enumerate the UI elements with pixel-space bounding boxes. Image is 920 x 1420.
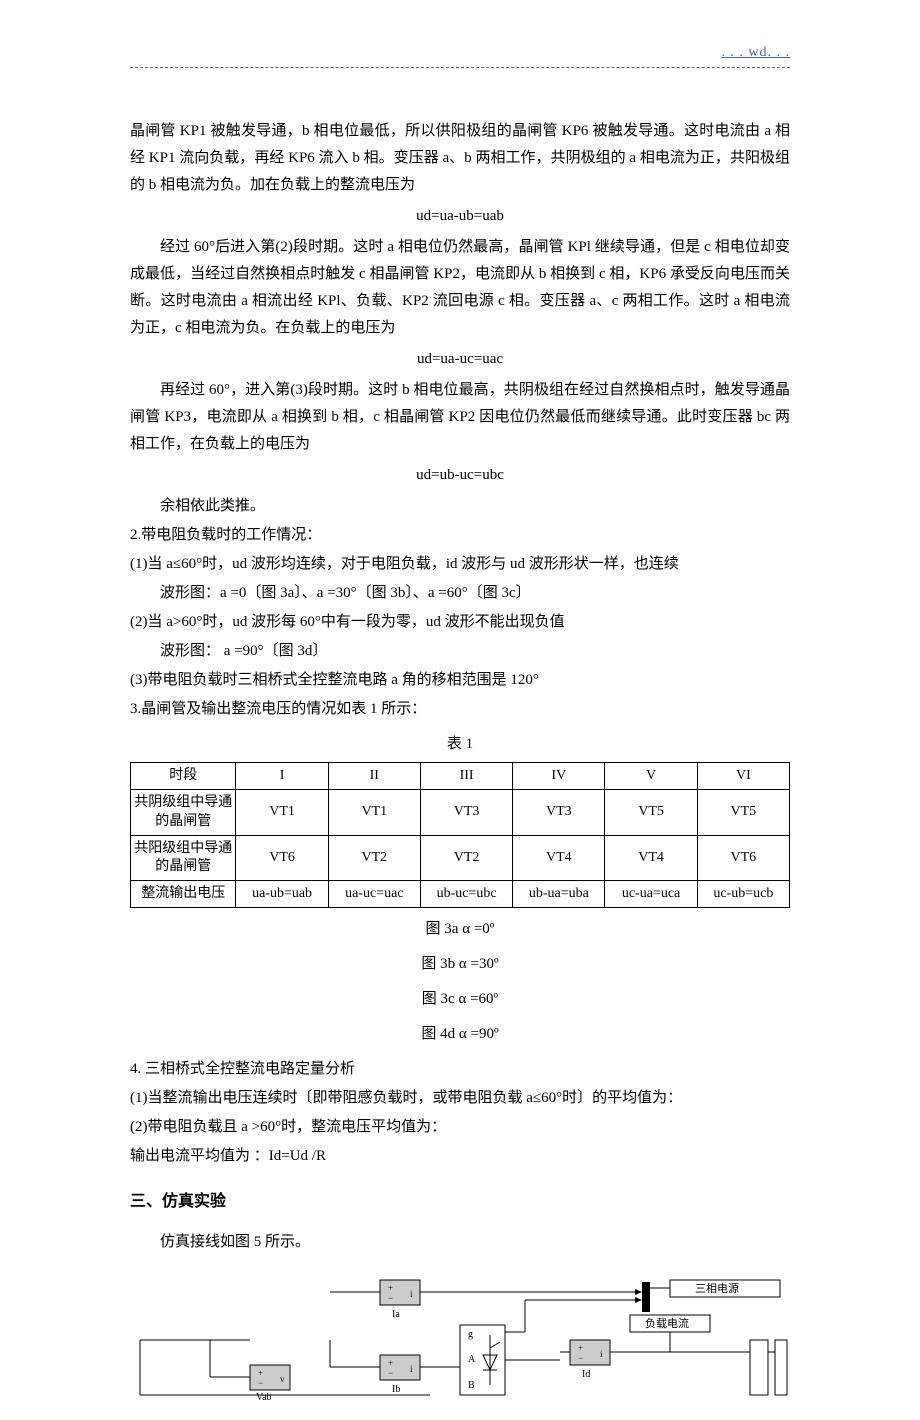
table-cell: VT6: [236, 835, 328, 880]
table-header-cell: I: [236, 763, 328, 790]
s4-item-3: 输出电流平均值为 ：Id=Ud /R: [130, 1143, 790, 1170]
three-phase-label: 三相电源: [695, 1281, 739, 1295]
table-row: 整流输出电压 ua-ub=uab ua-uc=uac ub-uc=ubc ub-…: [131, 881, 790, 908]
table-row: 时段 I II III IV V VI: [131, 763, 790, 790]
table-cell: ub-uc=ubc: [420, 881, 512, 908]
table-cell: VT1: [328, 790, 420, 835]
table-header-cell: V: [605, 763, 697, 790]
s2-item-3: (3)带电阻负载时三相桥式全控整流电路 a 角的移相范围是 120°: [130, 667, 790, 694]
equation-3: ud=ub-uc=ubc: [130, 462, 790, 489]
table-header-cell: VI: [697, 763, 789, 790]
svg-text:−: −: [388, 1368, 393, 1378]
table-cell: ub-ua=uba: [513, 881, 605, 908]
s4-item-1: (1)当整流输出电压连续时〔即带阻感负载时，或带电阻负载 a≤60°时〕的平均值…: [130, 1085, 790, 1112]
equation-1: ud=ua-ub=uab: [130, 203, 790, 230]
id-label: Id: [582, 1369, 590, 1380]
table-cell: VT2: [328, 835, 420, 880]
table-1: 时段 I II III IV V VI 共阴级组中导通的晶闸管 VT1 VT1 …: [130, 762, 790, 908]
table-cell: uc-ub=ucb: [697, 881, 789, 908]
paragraph-4: 余相依此类推。: [130, 493, 790, 520]
table-cell: ua-uc=uac: [328, 881, 420, 908]
svg-text:+: +: [578, 1343, 583, 1353]
s4-item-2: (2)带电阻负载且 a >60°时，整流电压平均值为：: [130, 1114, 790, 1141]
table-1-caption: 表 1: [130, 731, 790, 758]
ib-label: Ib: [392, 1384, 400, 1395]
table-header-cell: III: [420, 763, 512, 790]
b-label: B: [468, 1380, 475, 1391]
paragraph-3: 再经过 60°，进入第(3)段时期。这时 b 相电位最高，共阴极组在经过自然换相…: [130, 377, 790, 458]
circuit-svg: + − v Vab + − i Ia + − i Ib: [130, 1270, 790, 1400]
a-label: A: [468, 1354, 476, 1365]
fig-3c-caption: 图 3c α =60º: [130, 986, 790, 1013]
table-cell: ua-ub=uab: [236, 881, 328, 908]
table-cell: VT4: [513, 835, 605, 880]
table-cell: VT5: [605, 790, 697, 835]
ia-label: Ia: [392, 1309, 400, 1320]
svg-text:+: +: [258, 1368, 263, 1378]
fig-3a-caption: 图 3a α =0º: [130, 916, 790, 943]
figure-captions: 图 3a α =0º 图 3b α =30º 图 3c α =60º 图 4d …: [130, 916, 790, 1048]
table-cell: 共阴级组中导通的晶闸管: [131, 790, 236, 835]
g-label: g: [468, 1329, 473, 1340]
table-cell: uc-ua=uca: [605, 881, 697, 908]
table-header-cell: IV: [513, 763, 605, 790]
table-cell: VT5: [697, 790, 789, 835]
fig-4d-caption: 图 4d α =90º: [130, 1021, 790, 1048]
header-divider: [130, 67, 790, 68]
svg-text:v: v: [280, 1374, 285, 1384]
table-cell: VT6: [697, 835, 789, 880]
table-cell: VT4: [605, 835, 697, 880]
table-header-cell: II: [328, 763, 420, 790]
svg-text:+: +: [388, 1283, 393, 1293]
s2-item-2b: 波形图： a =90°〔图 3d〕: [130, 638, 790, 665]
table-row: 共阳级组中导通的晶闸管 VT6 VT2 VT2 VT4 VT4 VT6: [131, 835, 790, 880]
load-label: 负载电流: [645, 1316, 689, 1330]
table-cell: VT3: [420, 790, 512, 835]
s2-item-1b: 波形图：a =0〔图 3a〕、a =30°〔图 3b〕、a =60°〔图 3c〕: [130, 580, 790, 607]
svg-text:−: −: [258, 1378, 263, 1388]
table-cell: 共阳级组中导通的晶闸管: [131, 835, 236, 880]
table-header-cell: 时段: [131, 763, 236, 790]
document-content: 晶闸管 KP1 被触发导通，b 相电位最低，所以供阳极组的晶闸管 KP6 被触发…: [130, 118, 790, 1400]
section-3-title: 3.晶闸管及输出整流电压的情况如表 1 所示：: [130, 696, 790, 723]
paragraph-2: 经过 60°后进入第(2)段时期。这时 a 相电位仍然最高，晶闸管 KPl 继续…: [130, 234, 790, 342]
s2-item-1: (1)当 a≤60°时，ud 波形均连续，对于电阻负载，id 波形与 ud 波形…: [130, 551, 790, 578]
table-cell: VT1: [236, 790, 328, 835]
svg-text:+: +: [388, 1358, 393, 1368]
section-4-title: 4. 三相桥式全控整流电路定量分析: [130, 1056, 790, 1083]
section-3-simulation-title: 三、仿真实验: [130, 1188, 790, 1217]
s3-paragraph-1: 仿真接线如图 5 所示。: [130, 1229, 790, 1256]
header-link: . . . wd. . .: [130, 40, 790, 65]
fig-3b-caption: 图 3b α =30º: [130, 951, 790, 978]
s2-item-2: (2)当 a>60°时，ud 波形每 60°中有一段为零，ud 波形不能出现负值: [130, 609, 790, 636]
equation-2: ud=ua-uc=uac: [130, 346, 790, 373]
table-cell: 整流输出电压: [131, 881, 236, 908]
vab-label: Vab: [256, 1392, 272, 1400]
circuit-diagram: + − v Vab + − i Ia + − i Ib: [130, 1270, 790, 1400]
svg-text:−: −: [578, 1353, 583, 1363]
table-cell: VT3: [513, 790, 605, 835]
table-cell: VT2: [420, 835, 512, 880]
table-row: 共阴级组中导通的晶闸管 VT1 VT1 VT3 VT3 VT5 VT5: [131, 790, 790, 835]
section-2-title: 2.带电阻负载时的工作情况：: [130, 522, 790, 549]
paragraph-1: 晶闸管 KP1 被触发导通，b 相电位最低，所以供阳极组的晶闸管 KP6 被触发…: [130, 118, 790, 199]
